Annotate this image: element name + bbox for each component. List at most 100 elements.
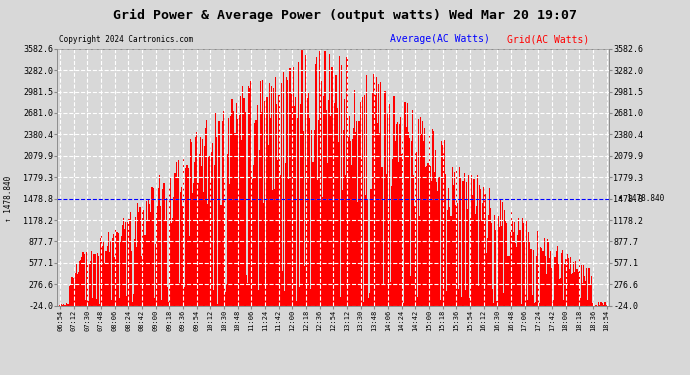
Bar xyxy=(424,128,425,306)
Bar xyxy=(342,190,343,306)
Bar xyxy=(536,256,537,306)
Bar xyxy=(79,261,80,306)
Bar xyxy=(247,283,248,306)
Bar xyxy=(395,141,396,306)
Bar xyxy=(195,137,197,306)
Bar xyxy=(206,120,207,306)
Bar xyxy=(425,166,426,306)
Bar xyxy=(166,198,167,306)
Bar xyxy=(95,254,96,306)
Bar xyxy=(490,208,491,306)
Bar xyxy=(137,203,138,306)
Bar xyxy=(596,305,598,306)
Bar xyxy=(297,118,298,306)
Bar xyxy=(246,275,247,306)
Bar xyxy=(366,75,367,306)
Bar xyxy=(582,283,583,306)
Bar xyxy=(210,152,212,306)
Bar xyxy=(315,64,316,306)
Bar xyxy=(124,229,125,306)
Bar xyxy=(65,305,66,306)
Bar xyxy=(251,168,253,306)
Bar xyxy=(152,188,154,306)
Bar xyxy=(466,182,467,306)
Bar xyxy=(568,258,569,306)
Bar xyxy=(135,217,136,306)
Bar xyxy=(606,305,607,306)
Bar xyxy=(147,220,148,306)
Bar xyxy=(436,182,437,306)
Bar xyxy=(259,150,260,306)
Bar xyxy=(570,257,571,306)
Bar xyxy=(193,183,194,306)
Bar xyxy=(573,262,574,306)
Bar xyxy=(507,256,509,306)
Bar xyxy=(566,254,568,306)
Bar xyxy=(203,192,204,306)
Bar xyxy=(355,132,356,306)
Bar xyxy=(362,97,363,306)
Bar xyxy=(468,175,469,306)
Bar xyxy=(257,290,259,306)
Bar xyxy=(122,225,123,306)
Bar xyxy=(227,154,228,306)
Bar xyxy=(505,220,506,306)
Bar xyxy=(161,300,162,306)
Bar xyxy=(411,141,412,306)
Bar xyxy=(542,251,544,306)
Bar xyxy=(350,141,351,306)
Bar xyxy=(386,174,387,306)
Bar xyxy=(238,185,239,306)
Bar xyxy=(365,195,366,306)
Bar xyxy=(134,239,135,306)
Bar xyxy=(216,137,217,306)
Text: Copyright 2024 Cartronics.com: Copyright 2024 Cartronics.com xyxy=(59,34,193,44)
Bar xyxy=(522,218,523,306)
Bar xyxy=(458,289,460,306)
Bar xyxy=(82,252,83,306)
Bar xyxy=(581,265,582,306)
Bar xyxy=(462,181,464,306)
Bar xyxy=(220,204,221,306)
Bar xyxy=(149,204,150,306)
Bar xyxy=(74,285,75,306)
Bar xyxy=(402,141,404,306)
Bar xyxy=(108,232,109,306)
Bar xyxy=(284,291,285,306)
Bar xyxy=(92,298,93,306)
Bar xyxy=(244,112,246,306)
Bar xyxy=(208,156,210,306)
Bar xyxy=(572,273,573,306)
Bar xyxy=(453,186,454,306)
Bar xyxy=(268,83,270,306)
Bar xyxy=(274,189,275,306)
Bar xyxy=(401,154,402,306)
Bar xyxy=(77,274,78,306)
Bar xyxy=(263,203,264,306)
Bar xyxy=(494,215,495,306)
Bar xyxy=(533,250,534,306)
Bar xyxy=(224,177,225,306)
Bar xyxy=(177,177,178,306)
Bar xyxy=(447,210,448,306)
Bar xyxy=(399,124,400,306)
Bar xyxy=(281,83,282,306)
Bar xyxy=(460,178,462,306)
Bar xyxy=(408,132,409,306)
Bar xyxy=(484,194,486,306)
Bar xyxy=(584,276,585,306)
Bar xyxy=(501,226,502,306)
Bar xyxy=(605,302,606,306)
Bar xyxy=(393,96,395,306)
Bar xyxy=(242,86,244,306)
Bar xyxy=(178,159,179,306)
Bar xyxy=(212,142,213,306)
Bar xyxy=(575,261,576,306)
Bar xyxy=(578,272,579,306)
Bar xyxy=(165,221,166,306)
Bar xyxy=(239,116,240,306)
Bar xyxy=(299,287,300,306)
Bar xyxy=(329,54,330,306)
Bar xyxy=(290,94,292,306)
Bar xyxy=(326,163,328,306)
